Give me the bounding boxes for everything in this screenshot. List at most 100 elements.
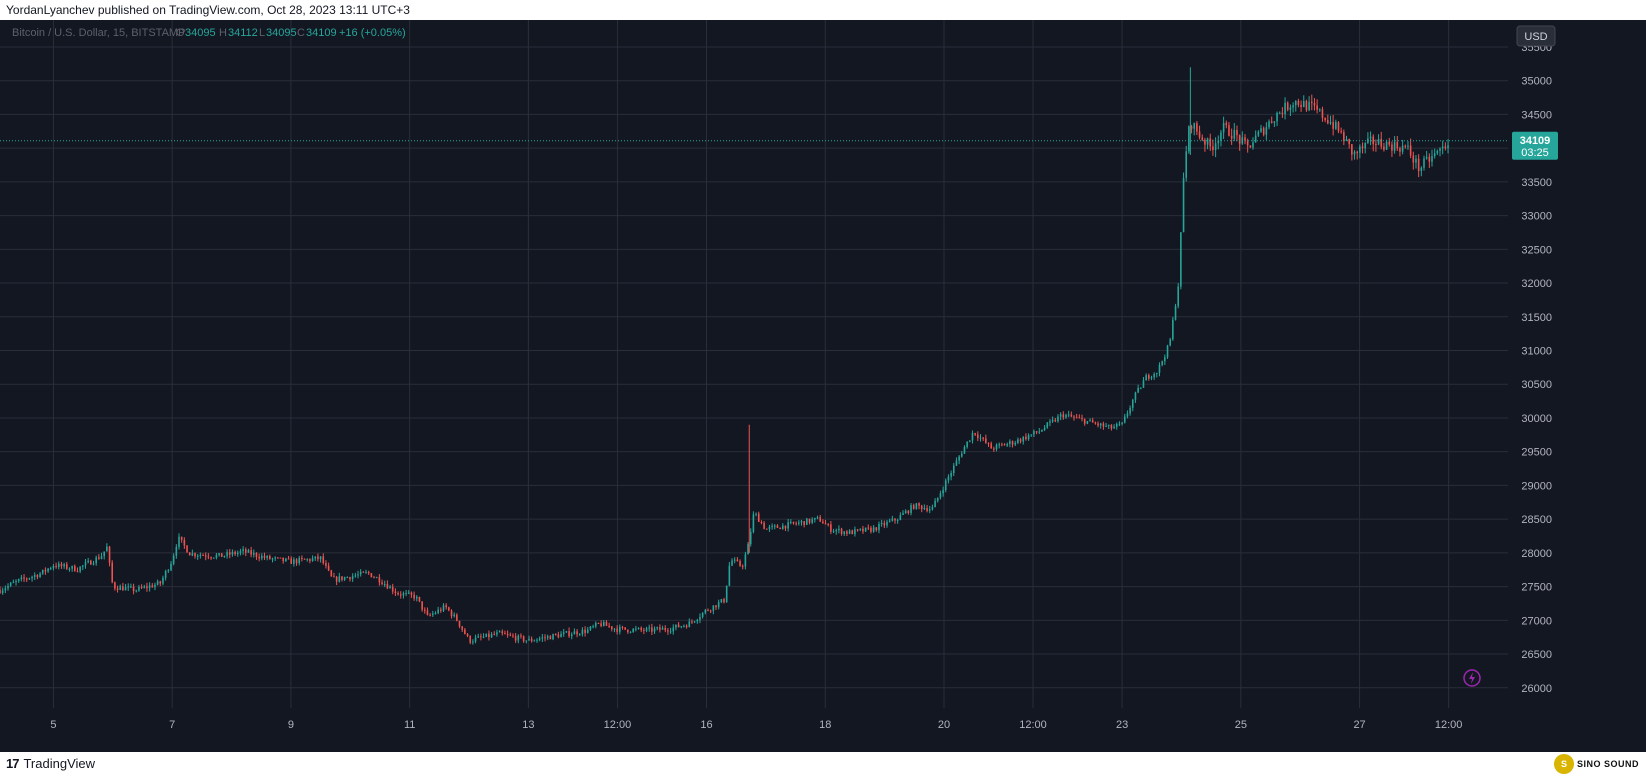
candle-body: [878, 524, 880, 531]
candle-body: [223, 555, 226, 557]
candle-body: [1190, 126, 1193, 129]
candle-body: [851, 530, 854, 535]
candle-body: [39, 573, 41, 578]
candle-body: [1078, 417, 1081, 419]
candle-body: [910, 505, 912, 513]
price-tick-label: 35000: [1521, 76, 1552, 88]
candle-body: [627, 629, 629, 632]
candle-body: [1286, 102, 1289, 110]
candle-body: [677, 624, 680, 628]
candle-body: [979, 437, 982, 439]
time-axis-background[interactable]: [0, 708, 1646, 752]
candle-body: [870, 527, 872, 532]
candle-body: [1375, 144, 1377, 146]
candle-body: [1019, 439, 1022, 442]
time-tick-label: 13: [522, 719, 534, 731]
time-tick-label: 18: [819, 719, 831, 731]
candle-body: [1212, 146, 1214, 151]
candle-body: [218, 553, 220, 556]
candle-body: [23, 577, 25, 579]
candle-body: [1102, 423, 1105, 427]
candle-body: [477, 636, 480, 638]
candle-body: [293, 559, 295, 564]
candle-body: [568, 631, 570, 637]
candle-body: [741, 565, 744, 567]
candle-body: [990, 443, 992, 449]
candle-body: [1142, 380, 1145, 388]
candle-body: [728, 565, 731, 586]
candle-body: [183, 539, 186, 546]
candle-body: [891, 518, 894, 521]
price-axis-background[interactable]: [1508, 20, 1646, 708]
candle-body: [1265, 127, 1268, 135]
lightning-icon[interactable]: [1463, 669, 1481, 687]
candle-body: [472, 641, 474, 643]
candle-body: [923, 508, 926, 510]
price-tick-label: 30000: [1521, 413, 1552, 425]
candle-body: [784, 525, 787, 529]
candle-body: [594, 622, 597, 627]
candle-body: [621, 626, 624, 628]
candle-body: [520, 635, 522, 637]
candle-body: [843, 531, 846, 534]
candle-body: [496, 632, 498, 635]
candle-body: [982, 437, 984, 439]
candle-body: [846, 531, 848, 534]
candle-body: [1351, 144, 1353, 155]
price-chart[interactable]: 26000 26500 27000 27500 28000 28500 29000 29500…: [0, 20, 1646, 752]
candle-body: [1129, 407, 1131, 414]
candle-body: [202, 554, 204, 556]
tradingview-logo[interactable]: 17 TradingView: [6, 756, 95, 771]
candle-body: [712, 605, 715, 611]
candle-body: [1436, 150, 1439, 154]
candle-body: [765, 528, 768, 530]
candle-body: [597, 622, 600, 624]
candle-body: [274, 557, 276, 559]
time-tick-label: 23: [1116, 719, 1128, 731]
candle-body: [319, 556, 322, 560]
candle-body: [354, 575, 357, 577]
candle-body: [44, 569, 47, 572]
price-tick-label: 32500: [1521, 244, 1552, 256]
candle-body: [645, 628, 648, 631]
candle-body: [651, 627, 653, 632]
candle-body: [830, 524, 832, 532]
candle-body: [204, 555, 207, 557]
candle-body: [1188, 126, 1190, 152]
candle-body: [707, 609, 709, 611]
candle-body: [1158, 364, 1161, 373]
candle-body: [779, 527, 781, 530]
candle-body: [755, 513, 757, 515]
candle-body: [896, 519, 899, 521]
candle-body: [228, 552, 231, 555]
published-by: YordanLyanchev published on TradingView.…: [6, 3, 410, 17]
candle-body: [1439, 148, 1441, 151]
candle-body: [1297, 100, 1300, 105]
candle-body: [122, 586, 124, 591]
candle-body: [135, 590, 138, 592]
candle-body: [632, 628, 634, 632]
price-tick-label: 29500: [1521, 447, 1552, 459]
candle-body: [90, 560, 92, 565]
candle-body: [827, 524, 830, 526]
candle-body: [1433, 153, 1436, 156]
candle-body: [1185, 151, 1188, 178]
candle-body: [680, 626, 683, 628]
candle-body: [159, 581, 162, 584]
candle-body: [859, 528, 862, 530]
candle-body: [1372, 136, 1375, 145]
candle-body: [1356, 151, 1358, 153]
candle-body: [704, 609, 707, 613]
candle-body: [1110, 424, 1113, 429]
candle-body: [1273, 121, 1276, 123]
candle-body: [493, 634, 496, 636]
candle-body: [875, 527, 878, 531]
candle-body: [0, 589, 1, 593]
candle-body: [993, 448, 995, 450]
candle-body: [445, 605, 447, 608]
candle-body: [1017, 439, 1019, 443]
currency-button[interactable]: USD: [1516, 25, 1556, 47]
candle-body: [1249, 145, 1252, 148]
candle-body: [1380, 138, 1383, 147]
price-tick-label: 28000: [1521, 548, 1552, 560]
